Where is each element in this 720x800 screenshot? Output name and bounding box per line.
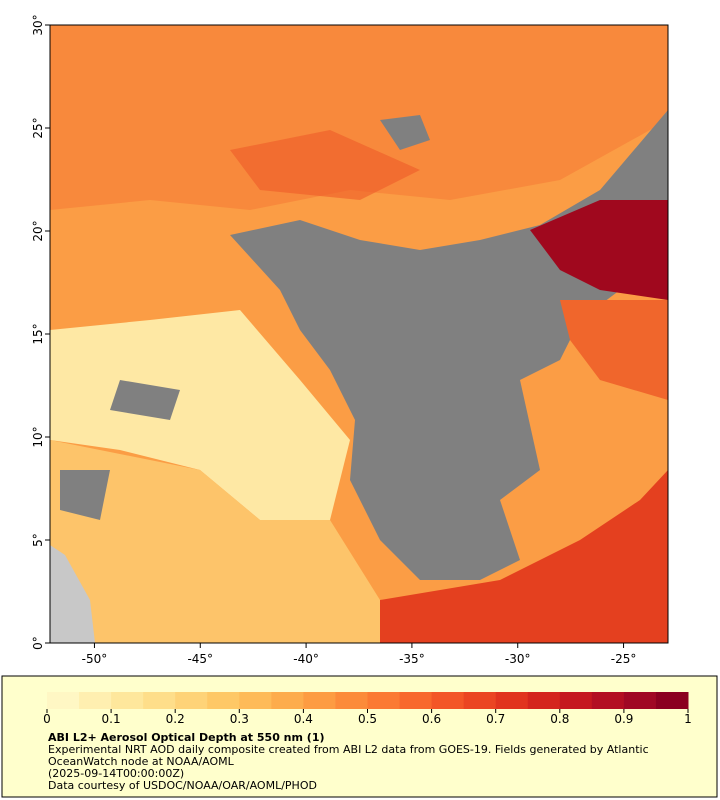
colorbar-swatch — [79, 692, 112, 709]
colorbar-swatch — [527, 692, 561, 709]
colorbar-tick-label: 1 — [684, 712, 692, 726]
colorbar-swatch — [239, 692, 272, 709]
colorbar-swatch — [367, 692, 401, 709]
x-tick-label: -35° — [399, 652, 425, 666]
colorbar-tick-label: 0.6 — [422, 712, 441, 726]
colorbar-swatch — [335, 692, 368, 709]
colorbar-swatch — [623, 692, 657, 709]
y-tick-label: 30° — [31, 14, 45, 35]
colorbar-swatch — [463, 692, 497, 709]
colorbar-tick-label: 0.3 — [230, 712, 249, 726]
colorbar-swatch — [207, 692, 240, 709]
colorbar-tick-label: 0.2 — [166, 712, 185, 726]
colorbar-swatch — [431, 692, 465, 709]
x-tick-label: -40° — [293, 652, 319, 666]
colorbar-tick-label: 0.9 — [614, 712, 633, 726]
colorbar-swatch — [495, 692, 529, 709]
colorbar-swatch — [143, 692, 176, 709]
x-tick-label: -45° — [187, 652, 213, 666]
colorbar-tick-label: 0.1 — [102, 712, 121, 726]
y-tick-label: 10° — [31, 426, 45, 447]
caption-description: Experimental NRT AOD daily composite cre… — [48, 743, 649, 768]
colorbar-swatch — [175, 692, 208, 709]
colorbar-tick-label: 0.7 — [486, 712, 505, 726]
colorbar-swatch — [655, 692, 689, 709]
y-tick-label: 0° — [31, 636, 45, 650]
x-tick-label: -25° — [611, 652, 637, 666]
y-tick-label: 5° — [31, 533, 45, 547]
colorbar-swatch — [559, 692, 593, 709]
y-tick-label: 20° — [31, 220, 45, 241]
colorbar-swatch — [271, 692, 304, 709]
aod-map — [50, 25, 668, 643]
caption: ABI L2+ Aerosol Optical Depth at 550 nm … — [48, 732, 688, 792]
colorbar-tick-label: 0.4 — [294, 712, 313, 726]
colorbar-swatch — [47, 692, 80, 709]
colorbar-tick-label: 0 — [43, 712, 51, 726]
colorbar-tick-label: 0.5 — [358, 712, 377, 726]
y-tick-label: 25° — [31, 117, 45, 138]
colorbar-swatch — [111, 692, 144, 709]
x-tick-label: -50° — [82, 652, 108, 666]
colorbar-tick-label: 0.8 — [550, 712, 569, 726]
x-tick-label: -30° — [505, 652, 531, 666]
caption-credit: Data courtesy of USDOC/NOAA/OAR/AOML/PHO… — [48, 779, 317, 792]
colorbar-swatch — [303, 692, 336, 709]
y-tick-label: 15° — [31, 323, 45, 344]
caption-title: ABI L2+ Aerosol Optical Depth at 550 nm … — [48, 731, 325, 744]
caption-timestamp: (2025-09-14T00:00:00Z) — [48, 767, 185, 780]
colorbar-swatch — [591, 692, 625, 709]
colorbar-swatch — [399, 692, 433, 709]
